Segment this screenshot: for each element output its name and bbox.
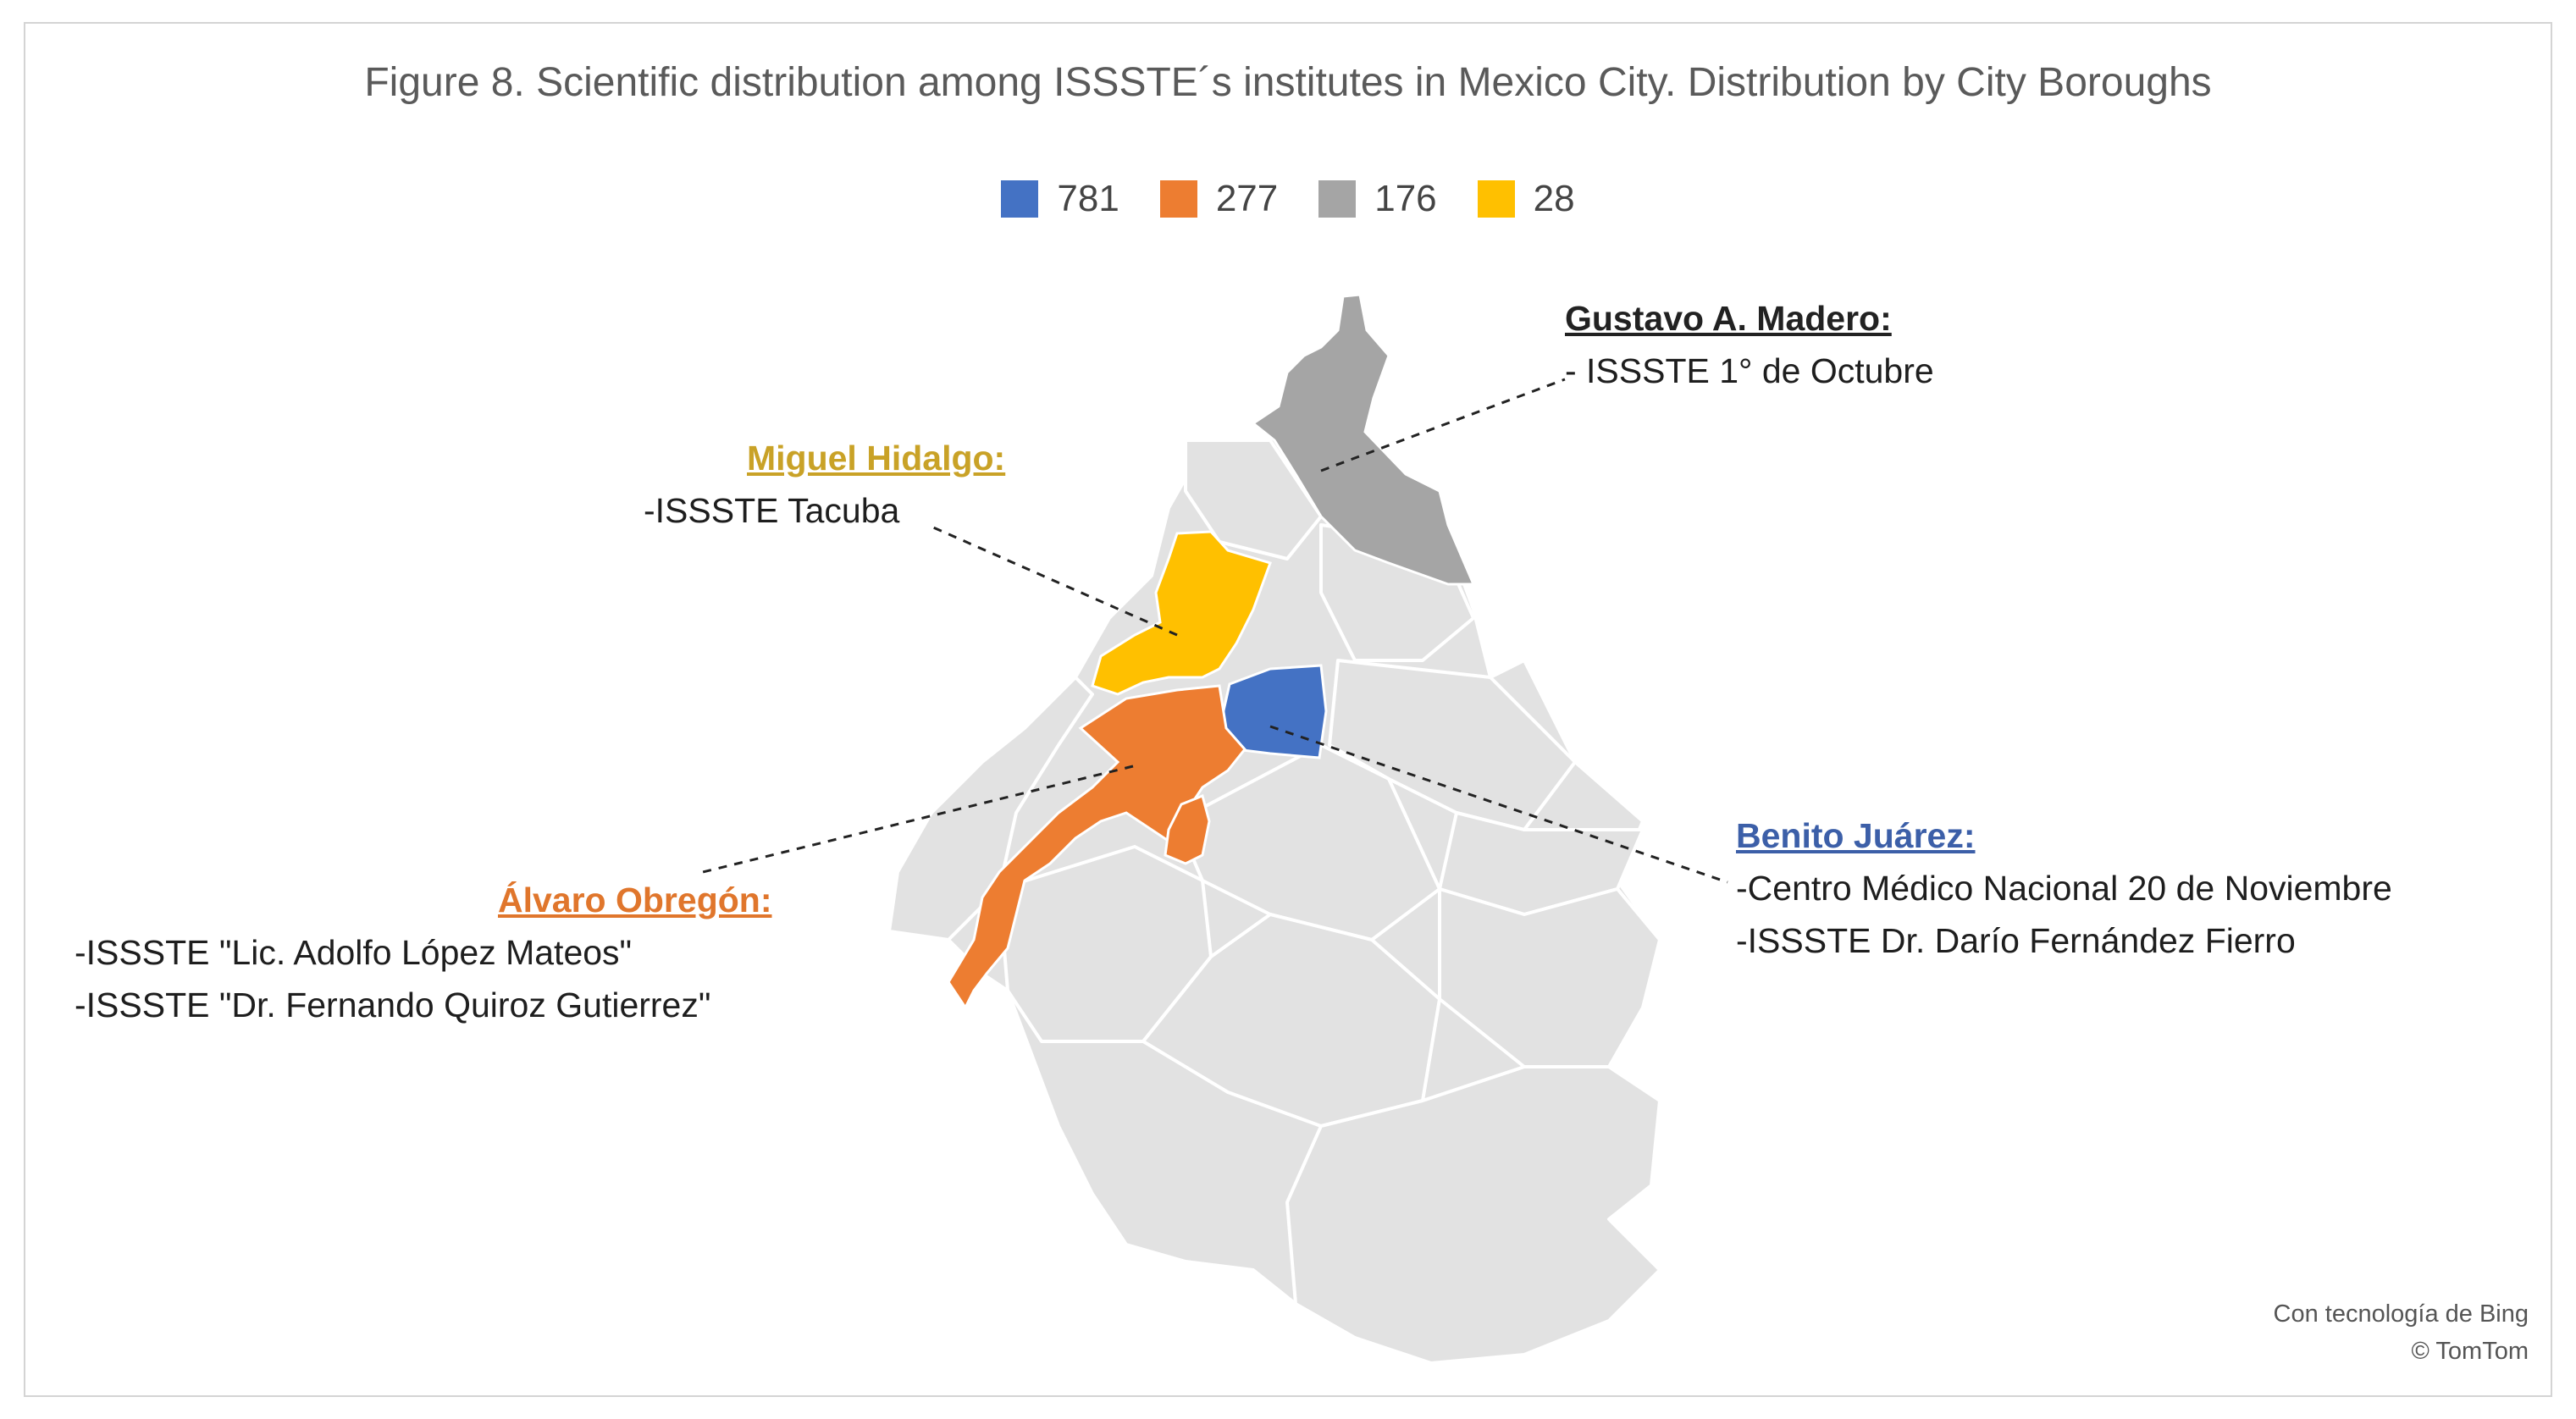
map-borough-far-south (1285, 1065, 1661, 1365)
map-region-miguel-hidalgo (1091, 530, 1272, 696)
legend-item-176: 176 (1318, 178, 1437, 220)
legend-label: 28 (1533, 178, 1575, 219)
label-alvaro-obregon-line-2: -ISSSTE "Dr. Fernando Quiroz Gutierrez" (75, 986, 711, 1024)
legend-label: 781 (1057, 178, 1119, 219)
legend-item-28: 28 (1477, 178, 1575, 220)
label-alvaro-obregon-line-1: -ISSSTE "Lic. Adolfo López Mateos" (75, 933, 633, 972)
legend-swatch-blue (1001, 180, 1039, 218)
label-gustavo-madero-line: - ISSSTE 1° de Octubre (1565, 351, 1934, 390)
label-benito-juarez: Benito Juárez: -Centro Médico Nacional 2… (1736, 809, 2392, 967)
figure-title: Figure 8. Scientific distribution among … (364, 60, 2212, 105)
credit-tomtom: © TomTom (2411, 1338, 2529, 1365)
label-benito-juarez-line-1: -Centro Médico Nacional 20 de Noviembre (1736, 869, 2392, 908)
map-borough-central-south (1175, 743, 1441, 941)
label-alvaro-obregon-name: Álvaro Obregón: (498, 881, 772, 919)
map-region-gustavo-madero (1251, 293, 1476, 586)
label-benito-juarez-line-2: -ISSSTE Dr. Darío Fernández Fierro (1736, 921, 2296, 960)
label-gustavo-madero: Gustavo A. Madero: - ISSSTE 1° de Octubr… (1565, 292, 1934, 397)
credit-bing: Con tecnología de Bing (2273, 1300, 2529, 1328)
legend-swatch-yellow (1477, 180, 1515, 218)
legend: 781 277 176 28 (0, 178, 2576, 220)
map-borough-south-east (1438, 887, 1661, 1068)
map-borough-north-west (1184, 439, 1323, 560)
map-credit: Con tecnología de Bing © TomTom (2274, 1295, 2529, 1370)
label-miguel-hidalgo-name: Miguel Hidalgo: (747, 439, 1006, 478)
leader-line-benito-juarez (1269, 725, 1728, 884)
label-gustavo-madero-name: Gustavo A. Madero: (1565, 299, 1892, 338)
legend-item-277: 277 (1159, 178, 1279, 220)
label-alvaro-obregon: Álvaro Obregón: -ISSSTE "Lic. Adolfo Lóp… (75, 874, 771, 1031)
map-region-alvaro-obregon-fragment (1164, 793, 1211, 865)
legend-label: 176 (1374, 178, 1437, 219)
label-miguel-hidalgo-line: -ISSSTE Tacuba (644, 491, 900, 530)
leader-line-miguel-hidalgo (931, 525, 1178, 637)
label-miguel-hidalgo: Miguel Hidalgo: -ISSSTE Tacuba (644, 432, 1005, 537)
map-region-alvaro-obregon (947, 684, 1247, 1010)
legend-label: 277 (1215, 178, 1279, 219)
label-benito-juarez-name: Benito Juárez: (1736, 816, 1976, 855)
legend-item-781: 781 (1001, 178, 1119, 220)
legend-swatch-gray (1318, 180, 1357, 218)
legend-swatch-orange (1159, 180, 1197, 218)
leader-line-gustavo-madero (1320, 378, 1566, 472)
